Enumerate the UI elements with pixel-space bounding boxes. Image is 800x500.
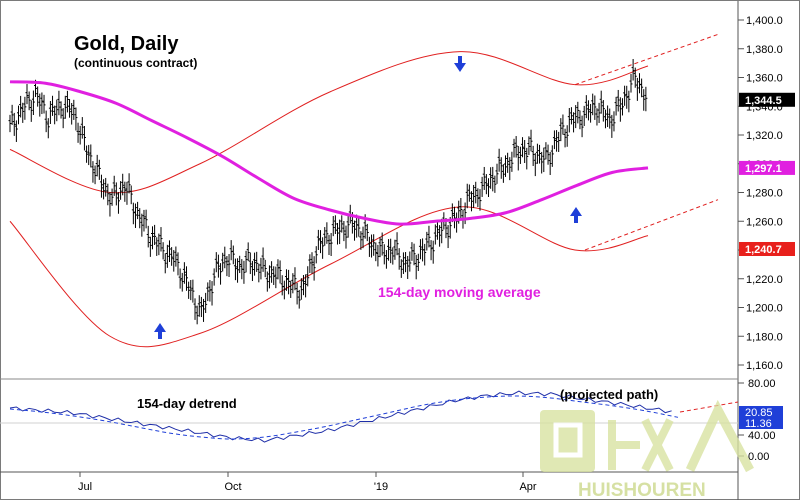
detrend-projection: [679, 401, 739, 413]
x-tick-label: Apr: [519, 481, 536, 493]
value-badge: [739, 92, 795, 107]
projected-path-label: (projected path): [560, 387, 658, 402]
watermark-text: HUISHOUREN: [578, 480, 706, 500]
detrend-title: 154-day detrend: [137, 396, 237, 411]
value-badge: [739, 241, 795, 256]
y-tick-label: 1,160.0: [746, 360, 783, 372]
upper-band-projection: [574, 33, 719, 86]
detrend-badge: [739, 406, 783, 418]
moving-average-label: 154-day moving average: [378, 284, 541, 300]
price-bars: [8, 58, 648, 325]
value-badges: 1,344.5 1,297.1 1,240.7: [739, 92, 795, 256]
turning-point-arrows: [154, 56, 582, 339]
detrend-axis: 80.00 40.00 0.00: [738, 378, 776, 463]
watermark-logo-icon: [540, 410, 595, 472]
detrend-line: [9, 390, 672, 443]
y-tick-label: 1,320.0: [746, 130, 783, 142]
detrend-smoothed-line: [9, 395, 679, 440]
y-tick-label: 1,380.0: [746, 44, 783, 56]
lower-band: [9, 206, 649, 348]
lower-band-projection: [584, 199, 719, 251]
moving-average-path: [9, 80, 649, 226]
detrend-badge-label: 11.36: [745, 418, 772, 430]
arrow-icon: [154, 323, 166, 339]
chart-subtitle: (continuous contract): [74, 56, 197, 70]
y-tick-label: 1,180.0: [746, 331, 783, 343]
x-tick-label: Oct: [224, 481, 241, 493]
detrend-y-tick-label: 80.00: [748, 378, 776, 390]
y-tick-label: 1,220.0: [746, 274, 783, 286]
y-tick-label: 1,260.0: [746, 216, 783, 228]
y-tick-label: 1,400.0: [746, 15, 783, 27]
value-badge: [739, 160, 795, 175]
chart-title: Gold, Daily: [74, 33, 179, 55]
detrend-badge: [739, 417, 783, 429]
detrend-badge-label: 20.85: [745, 407, 773, 419]
detrend-lines: [9, 390, 739, 443]
moving-average-line: [9, 80, 649, 226]
value-badge-label: 1,240.7: [745, 244, 782, 256]
value-badge-label: 1,344.5: [745, 95, 782, 107]
arrow-icon: [570, 207, 582, 223]
watermark: HUISHOUREN: [540, 399, 754, 500]
time-axis: Jul Oct '19 Apr: [78, 472, 537, 493]
watermark-glyph-icon: [608, 418, 674, 472]
detrend-y-tick-label: 40.00: [748, 430, 776, 442]
x-tick-label: '19: [374, 481, 388, 493]
value-badge-label: 1,297.1: [745, 163, 782, 175]
watermark-square-icon: [553, 422, 583, 458]
x-tick-label: Jul: [78, 481, 92, 493]
watermark-person-icon: [685, 399, 754, 473]
y-tick-label: 1,200.0: [746, 303, 783, 315]
y-tick-label: 1,360.0: [746, 73, 783, 85]
arrow-icon: [454, 56, 466, 72]
detrend-y-tick-label: 0.00: [748, 451, 769, 463]
y-tick-label: 1,280.0: [746, 188, 783, 200]
